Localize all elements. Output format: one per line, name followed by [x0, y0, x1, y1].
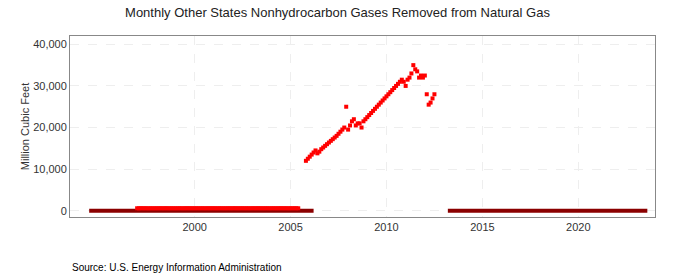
svg-text:2005: 2005: [278, 221, 302, 233]
svg-text:2020: 2020: [566, 221, 590, 233]
svg-text:Source: U.S. Energy Informatio: Source: U.S. Energy Information Administ…: [72, 262, 282, 273]
svg-text:Million Cubic Feet: Million Cubic Feet: [19, 83, 31, 170]
svg-text:10,000: 10,000: [33, 163, 67, 175]
svg-text:Monthly Other States Nonhydroc: Monthly Other States Nonhydrocarbon Gase…: [125, 5, 550, 20]
svg-text:2015: 2015: [470, 221, 494, 233]
svg-text:30,000: 30,000: [33, 80, 67, 92]
svg-text:40,000: 40,000: [33, 38, 67, 50]
svg-text:0: 0: [61, 205, 67, 217]
svg-text:2000: 2000: [182, 221, 206, 233]
svg-text:20,000: 20,000: [33, 121, 67, 133]
svg-text:2010: 2010: [374, 221, 398, 233]
